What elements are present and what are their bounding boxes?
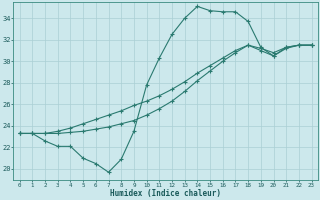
X-axis label: Humidex (Indice chaleur): Humidex (Indice chaleur)	[110, 189, 221, 198]
